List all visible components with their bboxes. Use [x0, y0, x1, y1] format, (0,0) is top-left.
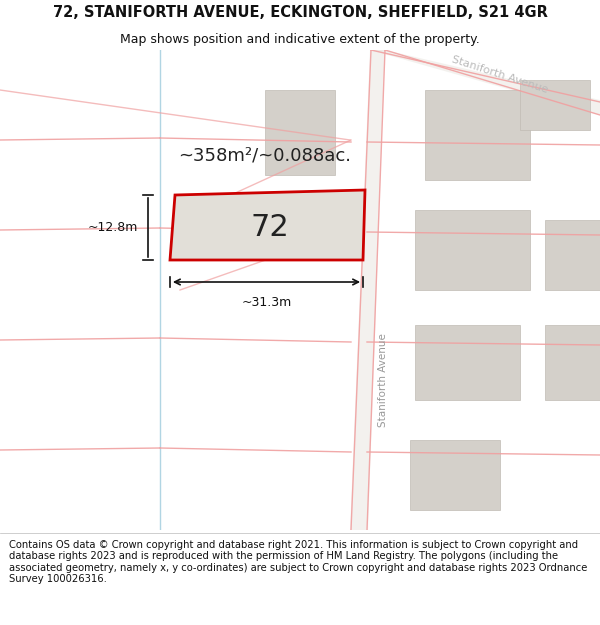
- Text: ~358m²/~0.088ac.: ~358m²/~0.088ac.: [179, 147, 352, 165]
- Polygon shape: [170, 190, 365, 260]
- Polygon shape: [370, 50, 600, 115]
- Polygon shape: [350, 50, 385, 530]
- Bar: [520, 80, 590, 130]
- Bar: [545, 220, 600, 290]
- Bar: [415, 325, 520, 400]
- Text: Map shows position and indicative extent of the property.: Map shows position and indicative extent…: [120, 32, 480, 46]
- Bar: [545, 325, 600, 400]
- Text: Staniforth Avenue: Staniforth Avenue: [451, 55, 550, 95]
- Text: ~31.3m: ~31.3m: [241, 296, 292, 309]
- Text: ~12.8m: ~12.8m: [88, 221, 138, 234]
- Bar: [410, 440, 500, 510]
- Bar: [415, 210, 530, 290]
- Text: 72, STANIFORTH AVENUE, ECKINGTON, SHEFFIELD, S21 4GR: 72, STANIFORTH AVENUE, ECKINGTON, SHEFFI…: [53, 5, 547, 20]
- Text: 72: 72: [251, 214, 289, 243]
- Text: Contains OS data © Crown copyright and database right 2021. This information is : Contains OS data © Crown copyright and d…: [9, 539, 587, 584]
- Bar: [425, 90, 530, 180]
- Bar: [265, 90, 335, 175]
- Text: Staniforth Avenue: Staniforth Avenue: [378, 333, 388, 427]
